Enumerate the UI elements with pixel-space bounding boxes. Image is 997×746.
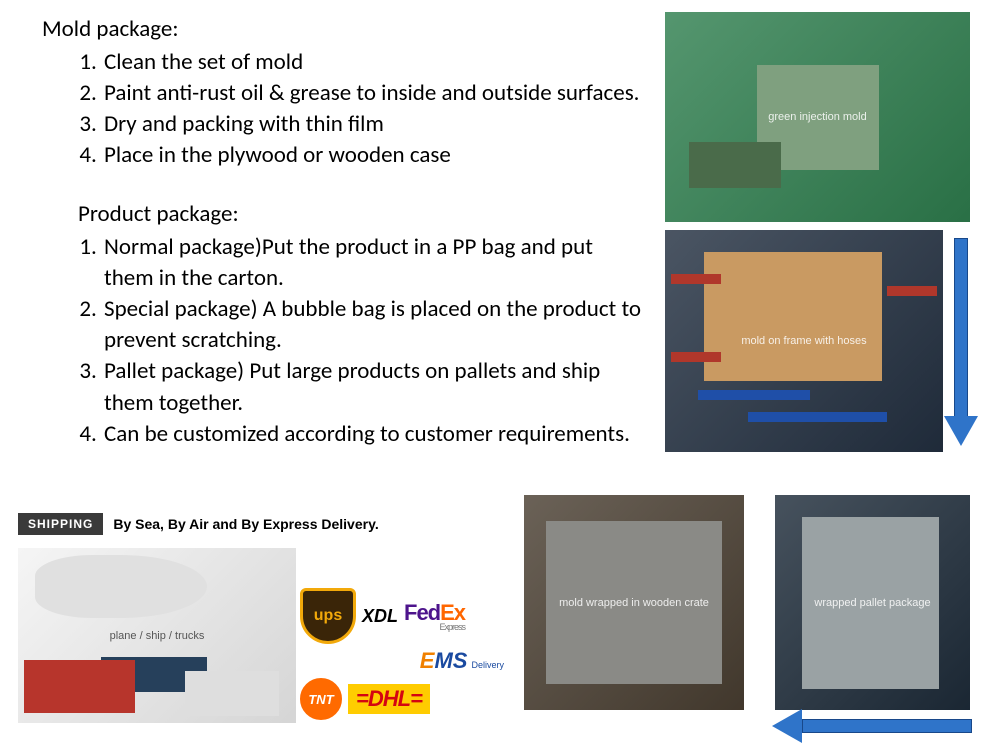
logo-ems: EMSDelivery <box>420 648 504 674</box>
shipping-badge: SHIPPING <box>18 513 103 535</box>
photo-label: mold wrapped in wooden crate <box>524 495 744 710</box>
logo-dhl: =DHL= <box>348 684 430 714</box>
photo-label: mold on frame with hoses <box>665 230 943 452</box>
text-column: Mold package: Clean the set of mold Pain… <box>42 14 642 450</box>
photo-pallet: wrapped pallet package <box>775 495 970 710</box>
arrow-left-icon <box>772 714 972 738</box>
carrier-logos: ups XDL FedEx Express EMSDelivery TNT =D… <box>300 588 510 724</box>
logo-xdl: XDL <box>362 606 398 627</box>
photo-label: wrapped pallet package <box>775 495 970 710</box>
photo-label: green injection mold <box>665 12 970 222</box>
photo-mold: green injection mold <box>665 12 970 222</box>
mold-heading: Mold package: <box>42 14 642 45</box>
shipping-row: SHIPPING By Sea, By Air and By Express D… <box>18 513 379 535</box>
arrow-down-icon <box>950 238 972 448</box>
mold-list: Clean the set of mold Paint anti-rust oi… <box>42 47 642 171</box>
mold-item: Clean the set of mold <box>102 47 642 78</box>
mold-item: Place in the plywood or wooden case <box>102 140 642 171</box>
logo-ups: ups <box>300 588 356 644</box>
product-item: Pallet package) Put large products on pa… <box>102 356 642 418</box>
photo-shipping-modes: plane / ship / trucks <box>18 548 296 723</box>
product-heading: Product package: <box>42 199 642 230</box>
mold-item: Dry and packing with thin film <box>102 109 642 140</box>
photo-assembly: mold on frame with hoses <box>665 230 943 452</box>
photo-label: plane / ship / trucks <box>18 548 296 723</box>
logo-fedex: FedEx Express <box>404 600 465 632</box>
product-item: Can be customized according to customer … <box>102 419 642 450</box>
product-item: Special package) A bubble bag is placed … <box>102 294 642 356</box>
shipping-text: By Sea, By Air and By Express Delivery. <box>113 516 378 532</box>
product-list: Normal package)Put the product in a PP b… <box>42 232 642 449</box>
mold-item: Paint anti-rust oil & grease to inside a… <box>102 78 642 109</box>
logo-tnt: TNT <box>300 678 342 720</box>
photo-crate: mold wrapped in wooden crate <box>524 495 744 710</box>
product-item: Normal package)Put the product in a PP b… <box>102 232 642 294</box>
